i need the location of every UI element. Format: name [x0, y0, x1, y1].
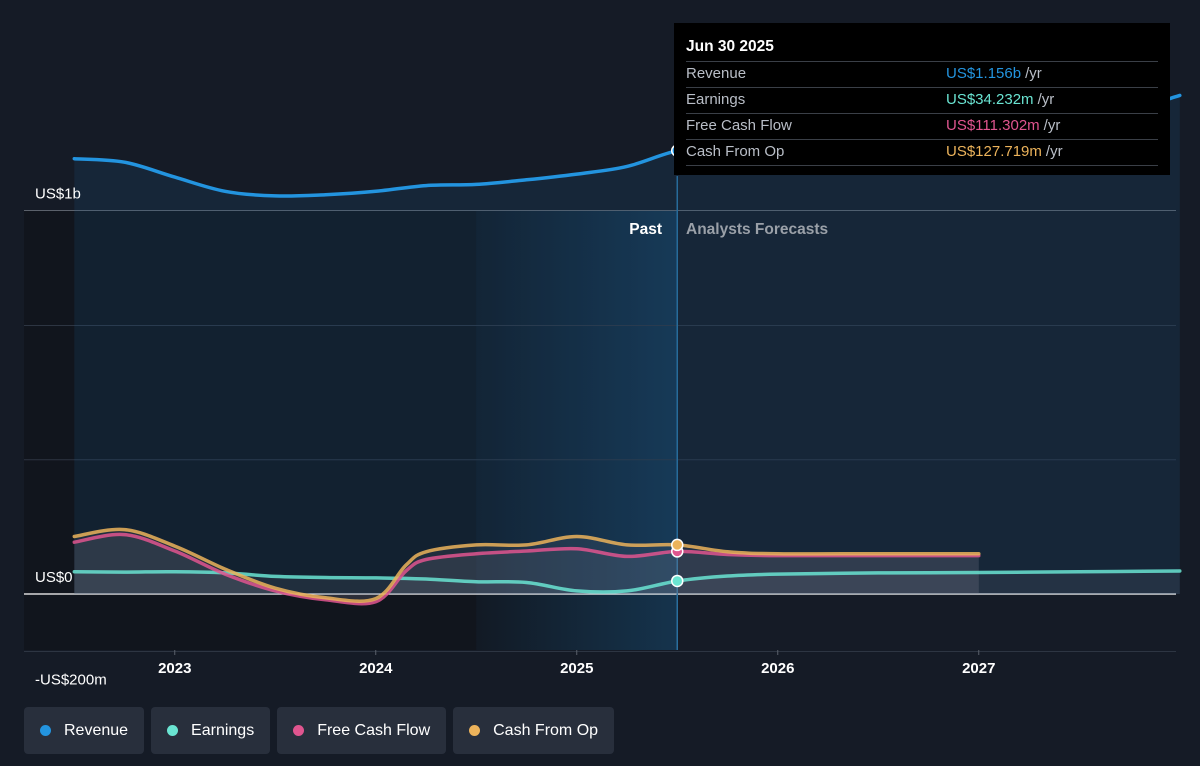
tooltip-row-revenue: Revenue US$1.156b/yr [686, 61, 1158, 87]
x-tick-label: 2023 [158, 660, 191, 677]
tooltip-label: Revenue [686, 65, 747, 82]
tooltip-date: Jun 30 2025 [686, 38, 774, 55]
forecast-label: Analysts Forecasts [686, 221, 828, 238]
tooltip-value: US$34.232m/yr [946, 88, 1054, 112]
y-tick-label: -US$200m [35, 672, 107, 689]
tooltip-earnings-value: US$34.232m [946, 91, 1034, 108]
cash-from-op-dot-icon [469, 725, 481, 736]
tooltip-row-cash-from-op: Cash From Op US$127.719m/yr [686, 139, 1158, 166]
x-tick-label: 2027 [962, 660, 995, 677]
tooltip-revenue-value: US$1.156b [946, 65, 1022, 82]
legend-label: Revenue [64, 721, 129, 739]
tooltip-row-earnings: Earnings US$34.232m/yr [686, 87, 1158, 113]
tooltip-unit: /yr [1043, 117, 1061, 134]
legend-item-revenue[interactable]: Revenue [24, 707, 145, 754]
earnings-marker [671, 574, 684, 588]
earnings-area [74, 571, 1180, 594]
tooltip-unit: /yr [1025, 65, 1042, 82]
legend-label: Earnings [191, 721, 255, 739]
free-cash-flow-area [74, 534, 979, 604]
cash-from-op-marker [671, 538, 684, 552]
revenue-area [74, 95, 1180, 595]
tooltip: Jun 30 2025 Revenue US$1.156b/yr Earning… [674, 23, 1170, 175]
x-tick-label: 2026 [761, 660, 794, 677]
legend: Revenue Earnings Free Cash Flow Cash Fro… [24, 707, 615, 754]
tooltip-unit: /yr [1037, 91, 1055, 108]
tooltip-value: US$127.719m/yr [946, 140, 1063, 164]
x-tick-label: 2024 [359, 660, 393, 677]
legend-item-cash-from-op[interactable]: Cash From Op [453, 707, 615, 754]
free-cash-flow-line [72, 532, 981, 606]
tooltip-row-free-cash-flow: Free Cash Flow US$111.302m/yr [686, 113, 1158, 139]
past-label: Past [629, 221, 662, 238]
tooltip-unit: /yr [1045, 143, 1063, 160]
legend-label: Free Cash Flow [317, 721, 431, 739]
x-tick-label: 2025 [560, 660, 593, 677]
tooltip-label: Earnings [686, 91, 746, 108]
revenue-dot-icon [40, 725, 51, 736]
legend-label: Cash From Op [493, 721, 599, 739]
tooltip-value: US$111.302m/yr [946, 114, 1060, 138]
legend-item-free-cash-flow[interactable]: Free Cash Flow [277, 707, 447, 754]
free-cash-flow-dot-icon [293, 725, 305, 736]
tooltip-label: Free Cash Flow [686, 117, 792, 134]
y-tick-label: US$1b [35, 186, 81, 203]
earnings-dot-icon [167, 725, 179, 736]
tooltip-cash-from-op-value: US$127.719m [946, 143, 1042, 160]
tooltip-free-cash-flow-value: US$111.302m [946, 117, 1040, 134]
past-highlight-band [476, 211, 678, 650]
legend-item-earnings[interactable]: Earnings [151, 707, 271, 754]
tooltip-label: Cash From Op [686, 143, 785, 160]
y-tick-label: US$0 [35, 569, 73, 586]
cash-from-op-area [74, 529, 979, 602]
cash-from-op-line [72, 527, 981, 603]
tooltip-value: US$1.156b/yr [946, 62, 1042, 86]
